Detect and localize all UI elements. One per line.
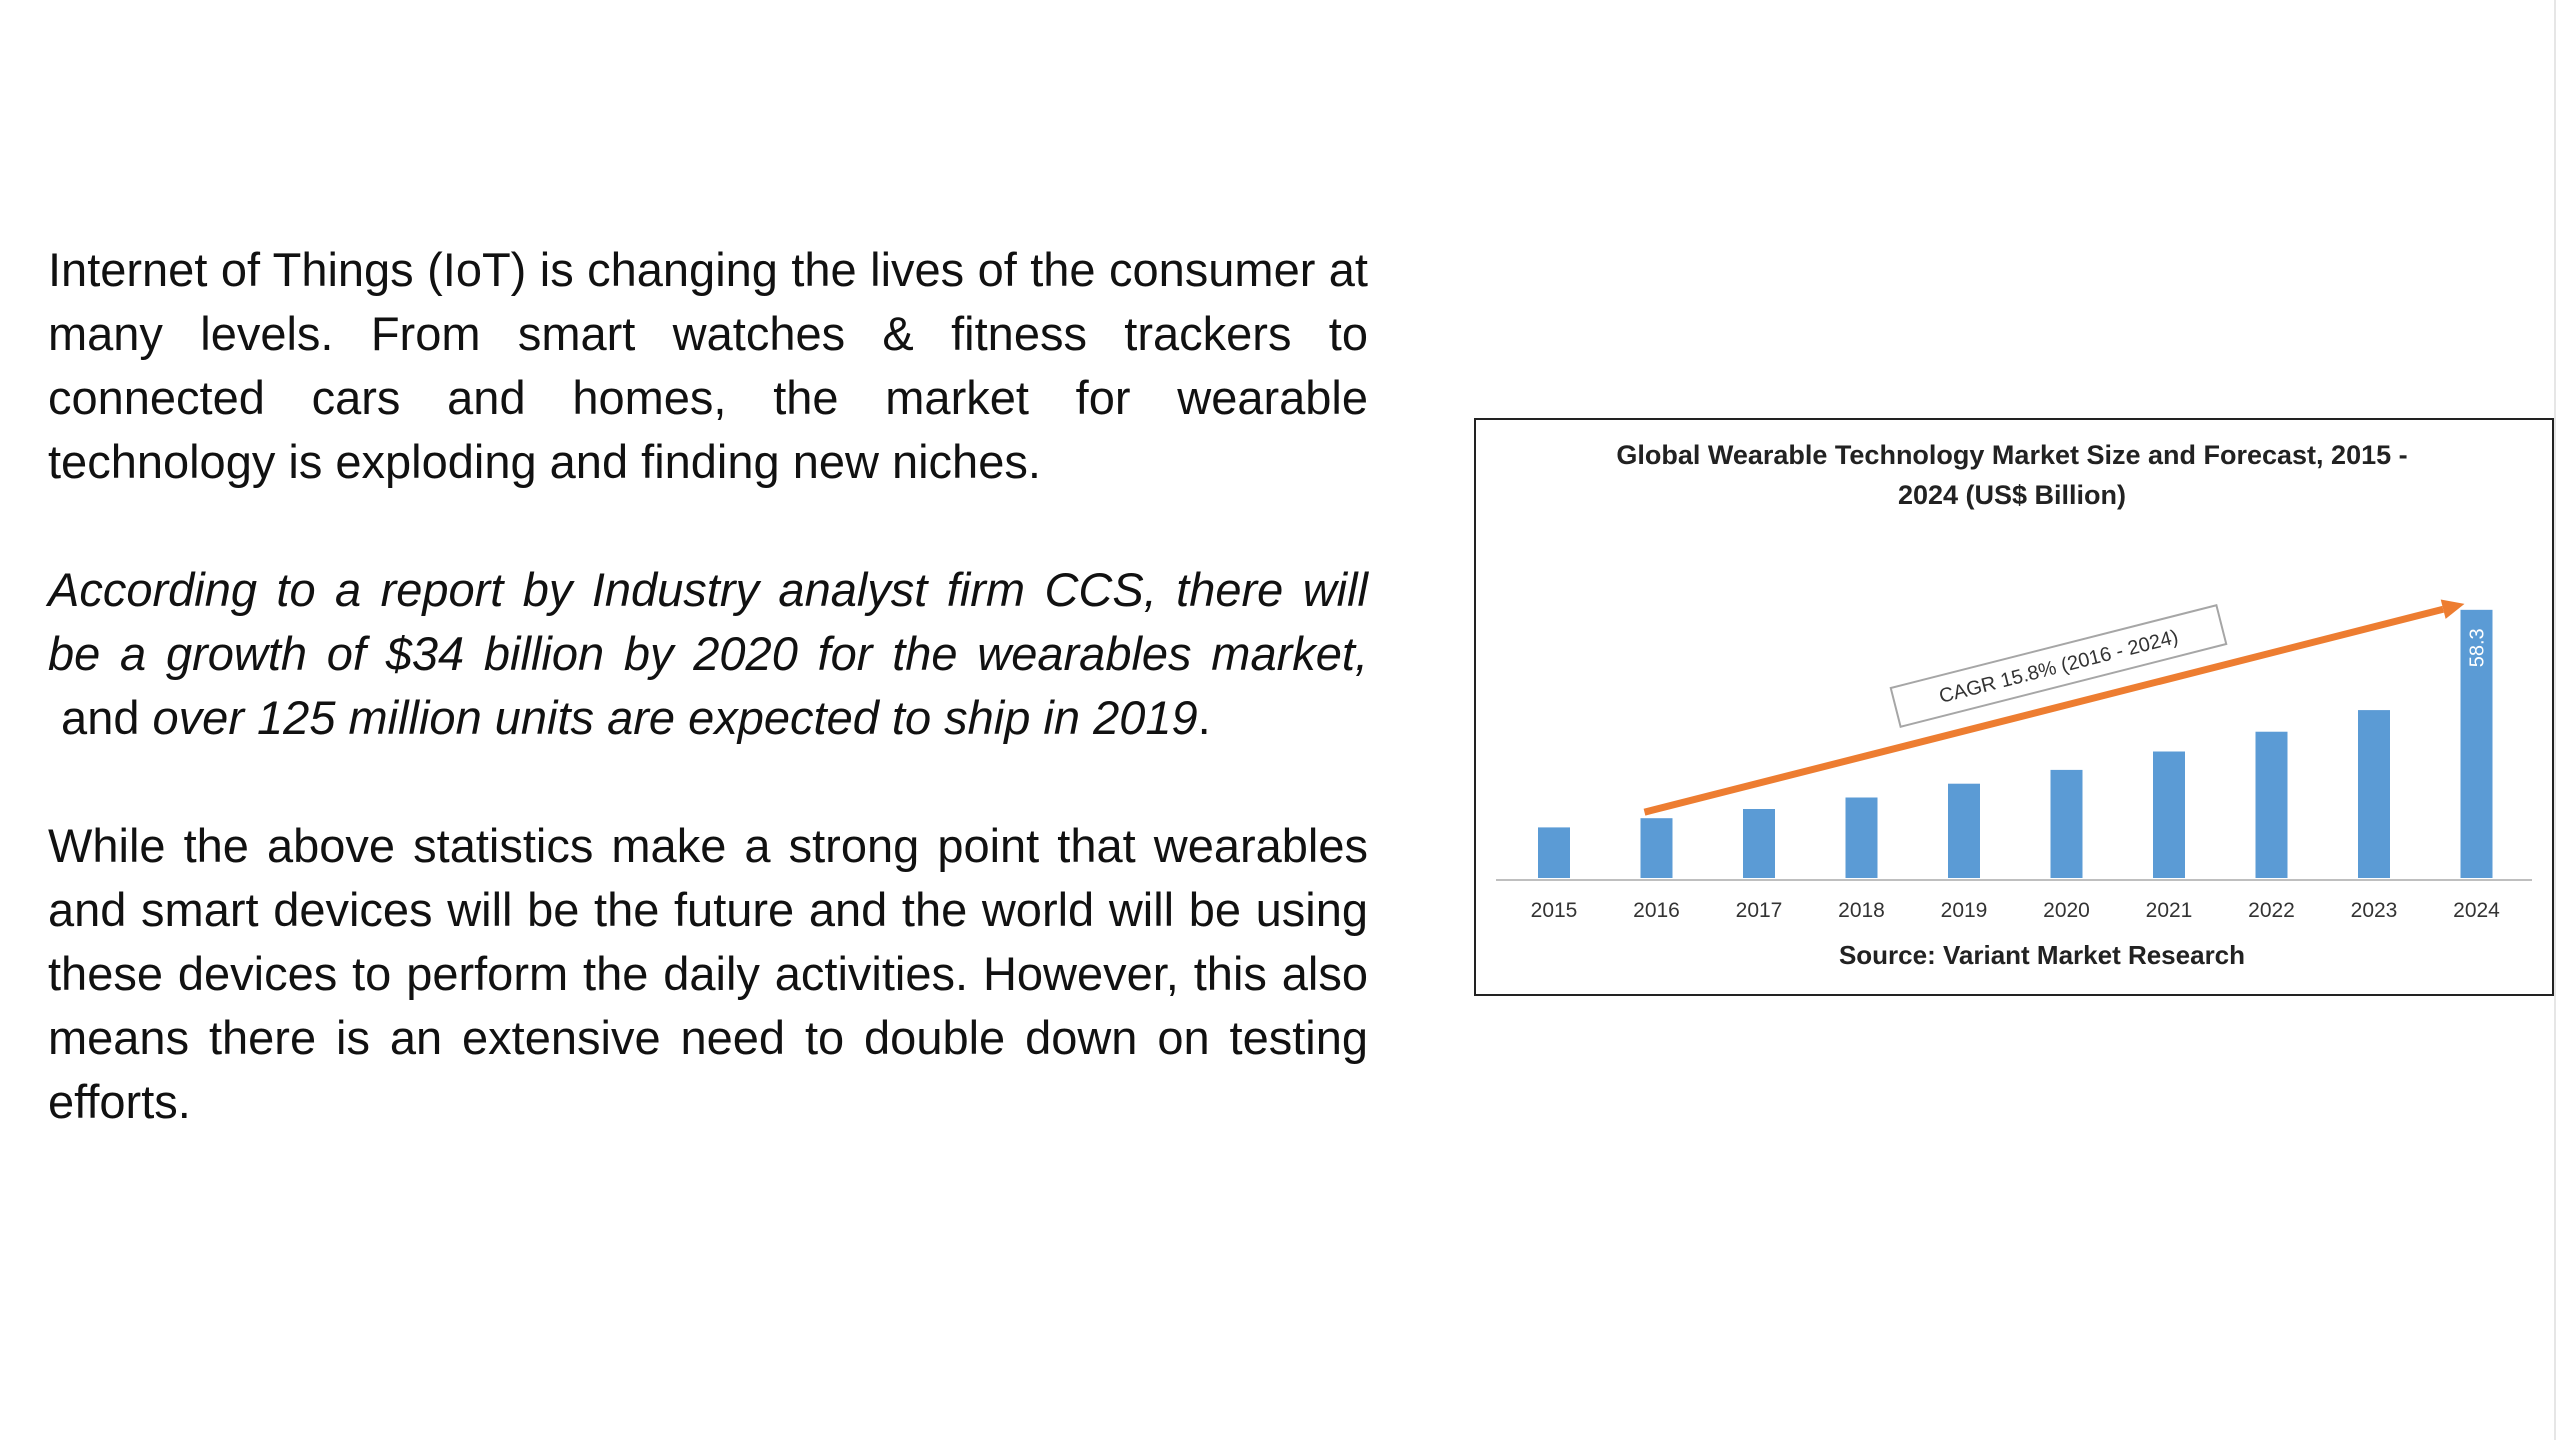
bars-group: 58.3 <box>1538 609 2493 878</box>
bar-2023 <box>2358 710 2390 878</box>
x-tick-label-2023: 2023 <box>2351 899 2398 922</box>
bar-2022 <box>2255 731 2288 878</box>
x-tick-label-2024: 2024 <box>2453 899 2500 922</box>
bar-2016 <box>1640 818 1673 878</box>
x-tick-labels: 2015 2016 2017 2018 2019 2020 2021 2022 2023 2024 <box>1531 899 2501 922</box>
bar-2018 <box>1845 797 1878 878</box>
bar-2021 <box>2153 751 2185 878</box>
bar-2019 <box>1948 783 1980 878</box>
cagr-arrow-head <box>2440 599 2465 619</box>
data-label-2024: 58.3 <box>2467 628 2489 667</box>
ccs-report-plain-1: and <box>48 691 153 744</box>
chart-title-line-1: Global Wearable Technology Market Size a… <box>1616 440 2407 470</box>
cagr-label-border <box>1889 604 2228 728</box>
body-text: Internet of Things (IoT) is changing the… <box>48 238 1368 1134</box>
x-tick-label-2019: 2019 <box>1941 899 1988 922</box>
x-tick-label-2022: 2022 <box>2248 899 2295 922</box>
ccs-report-italic-1: According to a report by Industry analys… <box>48 563 1368 680</box>
x-tick-label-2021: 2021 <box>2146 899 2193 922</box>
x-tick-label-2015: 2015 <box>1531 899 1578 922</box>
chart-frame: Global Wearable Technology Market Size a… <box>1474 418 2554 996</box>
wearable-market-chart: Global Wearable Technology Market Size a… <box>1496 440 2532 970</box>
chart-title-line-2: 2024 (US$ Billion) <box>1898 480 2126 510</box>
bar-2020 <box>2050 769 2083 878</box>
paragraph-ccs-report: According to a report by Industry analys… <box>48 558 1368 750</box>
x-tick-label-2016: 2016 <box>1633 899 1680 922</box>
ccs-report-plain-2: . <box>1197 691 1211 744</box>
cagr-arrow-line <box>1643 605 2445 816</box>
paragraph-iot-intro: Internet of Things (IoT) is changing the… <box>48 243 1368 488</box>
chart-source: Source: Variant Market Research <box>1839 940 2245 970</box>
bar-2015 <box>1538 827 1570 878</box>
ccs-report-italic-2: over 125 million units are expected to s… <box>152 691 1198 744</box>
x-tick-label-2017: 2017 <box>1736 899 1783 922</box>
x-tick-label-2020: 2020 <box>2043 899 2090 922</box>
slide-edge-divider <box>2554 0 2556 1440</box>
bar-2024 <box>2460 609 2493 878</box>
paragraph-testing-need: While the above statistics make a strong… <box>48 819 1368 1128</box>
bar-2017 <box>1743 809 1775 878</box>
x-tick-label-2018: 2018 <box>1838 899 1885 922</box>
